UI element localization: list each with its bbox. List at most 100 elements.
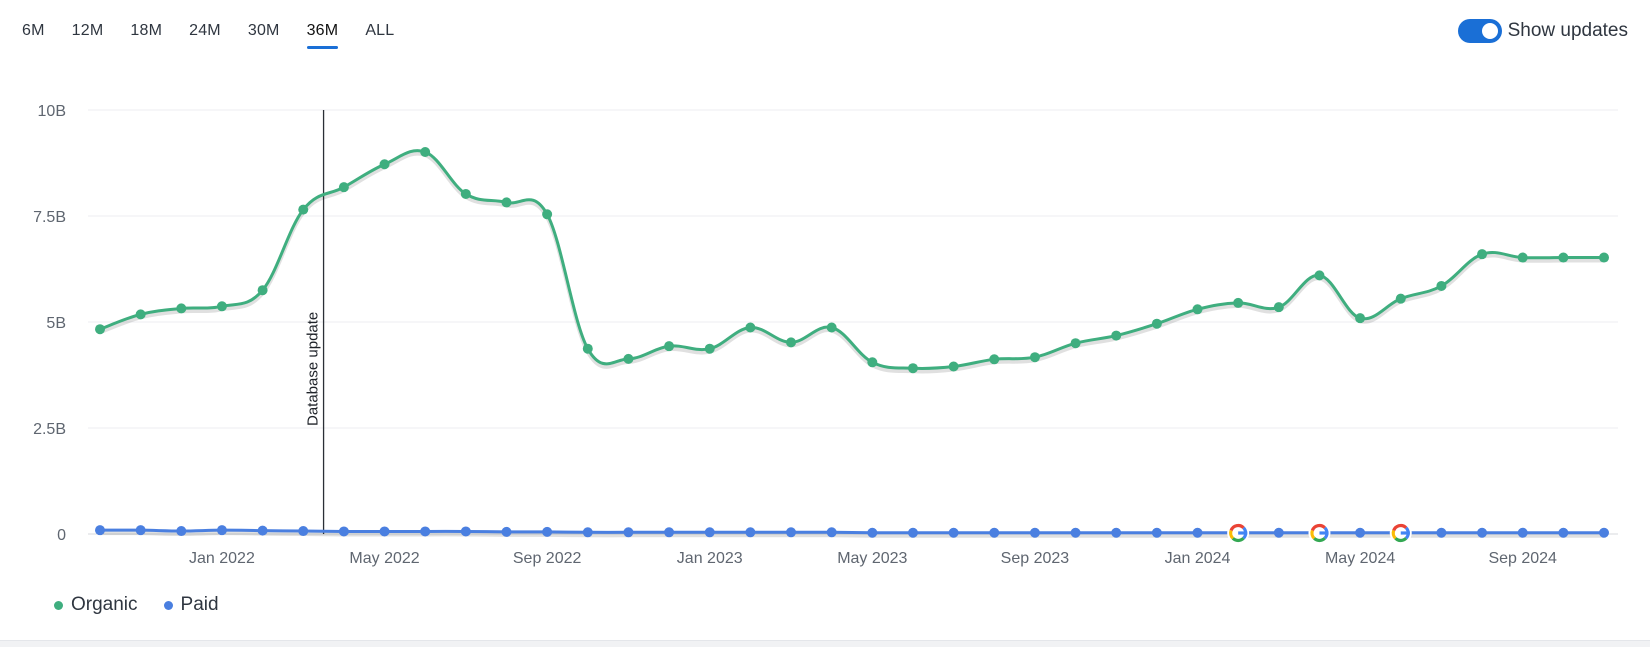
organic-data-point xyxy=(460,188,471,199)
x-tick-label: Jan 2023 xyxy=(677,550,743,567)
organic-data-point xyxy=(664,341,675,352)
organic-data-point xyxy=(176,303,187,314)
paid-data-point xyxy=(907,527,918,538)
paid-data-point xyxy=(704,527,715,538)
y-tick-label: 0 xyxy=(57,527,66,544)
y-tick-label: 10B xyxy=(38,103,66,120)
legend-item-paid[interactable]: Paid xyxy=(163,594,219,616)
x-tick-label: Sep 2022 xyxy=(513,550,582,567)
organic-line-shadow xyxy=(99,151,1604,374)
y-tick-label: 5B xyxy=(46,315,66,332)
annotation-label: Database update xyxy=(305,312,322,426)
x-tick-label: Jan 2022 xyxy=(189,550,255,567)
google-bar xyxy=(1319,531,1329,535)
organic-data-point xyxy=(907,363,918,374)
paid-data-point xyxy=(338,526,349,537)
organic-data-point xyxy=(1314,270,1325,281)
google-bar xyxy=(1238,531,1248,535)
legend-item-organic[interactable]: Organic xyxy=(54,594,138,616)
organic-data-point xyxy=(1517,252,1528,263)
paid-data-point xyxy=(1355,527,1366,538)
paid-data-point xyxy=(1599,527,1609,538)
organic-data-point xyxy=(257,285,268,296)
paid-data-point xyxy=(1192,527,1203,538)
paid-data-point xyxy=(1151,527,1162,538)
paid-series-line xyxy=(99,528,1604,535)
organic-data-point xyxy=(1070,338,1081,349)
tab-24m[interactable]: 24M xyxy=(189,22,221,39)
organic-data-point xyxy=(135,309,146,320)
paid-data-point xyxy=(216,525,227,536)
paid-data-point xyxy=(1070,527,1081,538)
paid-data-point xyxy=(1477,527,1488,538)
paid-data-point xyxy=(95,525,105,536)
tab-36m[interactable]: 36M xyxy=(306,18,339,49)
tab-all[interactable]: ALL xyxy=(365,22,395,39)
tab-6m[interactable]: 6M xyxy=(22,22,45,39)
organic-data-point xyxy=(867,357,878,368)
organic-data-point xyxy=(501,197,512,208)
x-tick-label: May 2023 xyxy=(837,550,907,567)
x-tick-label: May 2024 xyxy=(1325,550,1395,567)
google-arc xyxy=(1229,529,1235,540)
paid-data-point xyxy=(867,527,878,538)
google-update-icon xyxy=(1227,522,1250,544)
organic-data-point xyxy=(216,301,227,312)
legend-label-organic: Organic xyxy=(71,594,138,615)
google-bar xyxy=(1400,531,1410,535)
organic-data-point xyxy=(338,182,349,193)
organic-data-point xyxy=(1599,252,1609,263)
tab-12m[interactable]: 12M xyxy=(71,22,104,39)
tab-18m[interactable]: 18M xyxy=(130,22,163,39)
organic-data-point xyxy=(1395,293,1406,304)
tab-30m[interactable]: 30M xyxy=(247,22,280,39)
paid-data-point xyxy=(1436,527,1447,538)
organic-data-point xyxy=(1558,252,1569,263)
x-tick-label: Sep 2023 xyxy=(1001,550,1070,567)
paid-data-point xyxy=(623,527,634,538)
show-updates-label: Show updates xyxy=(1507,20,1628,41)
google-arc xyxy=(1392,523,1408,532)
paid-data-point xyxy=(948,527,959,538)
paid-data-point xyxy=(1517,527,1528,538)
chart-legend: Organic Paid xyxy=(54,594,245,616)
organic-data-point xyxy=(95,324,105,335)
paid-data-point xyxy=(135,525,146,536)
organic-data-point xyxy=(1477,249,1488,260)
google-arc xyxy=(1229,523,1245,532)
google-arc xyxy=(1391,529,1397,540)
organic-data-point xyxy=(786,337,797,348)
organic-data-point xyxy=(1192,304,1203,315)
paid-data-point xyxy=(989,527,1000,538)
organic-data-point xyxy=(298,204,309,215)
paid-data-point xyxy=(664,527,675,538)
organic-data-point xyxy=(379,159,390,170)
google-arc xyxy=(1310,529,1316,540)
show-updates-toggle[interactable] xyxy=(1457,19,1502,43)
organic-data-point xyxy=(542,209,553,220)
legend-label-paid: Paid xyxy=(180,594,219,615)
period-tabs: 6M 12M 18M 24M 30M 36M ALL xyxy=(22,18,421,49)
paid-data-point xyxy=(420,526,431,537)
paid-data-point xyxy=(786,527,797,538)
organic-data-point xyxy=(948,361,959,372)
organic-data-point xyxy=(1151,318,1162,329)
organic-data-point xyxy=(582,343,593,354)
paid-data-point xyxy=(826,527,837,538)
paid-data-point xyxy=(1558,527,1569,538)
organic-data-point xyxy=(1029,352,1040,363)
paid-dot-icon xyxy=(163,600,173,610)
paid-data-point xyxy=(501,526,512,537)
x-tick-label: Sep 2024 xyxy=(1488,550,1557,567)
organic-data-point xyxy=(1111,330,1122,341)
paid-data-point xyxy=(1029,527,1040,538)
google-arc xyxy=(1313,537,1326,543)
organic-data-point xyxy=(745,322,756,333)
x-tick-label: May 2022 xyxy=(349,550,419,567)
paid-data-point xyxy=(460,526,471,537)
google-arc xyxy=(1394,537,1408,543)
organic-data-point xyxy=(989,354,1000,365)
organic-data-point xyxy=(1273,302,1284,313)
toggle-knob xyxy=(1481,23,1498,39)
